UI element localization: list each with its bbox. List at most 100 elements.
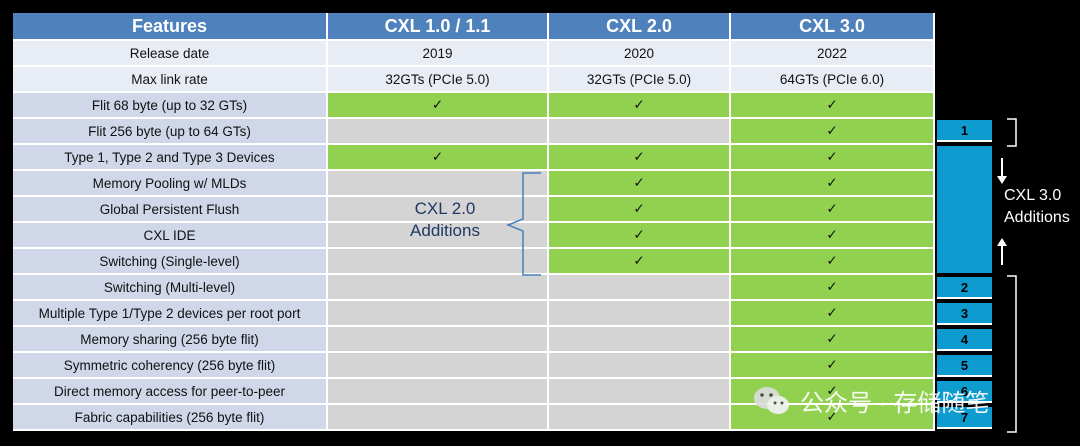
supported-cell: ✓ [731, 145, 935, 171]
feature-row: Multiple Type 1/Type 2 devices per root … [13, 301, 935, 327]
feature-row: CXL IDE ✓ ✓ [13, 223, 935, 249]
check-icon: ✓ [826, 97, 838, 112]
info-row-label: Max link rate [13, 67, 328, 93]
check-icon: ✓ [826, 357, 838, 372]
feature-label: Flit 68 byte (up to 32 GTs) [13, 93, 328, 119]
supported-cell: ✓ [549, 171, 731, 197]
feature-label: CXL IDE [13, 223, 328, 249]
supported-cell: ✓ [549, 197, 731, 223]
feature-label: Memory Pooling w/ MLDs [13, 171, 328, 197]
unsupported-cell [549, 353, 731, 379]
supported-cell: ✓ [549, 93, 731, 119]
check-icon: ✓ [633, 227, 645, 242]
supported-cell: ✓ [731, 405, 935, 431]
supported-cell: ✓ [731, 197, 935, 223]
info-row-value: 32GTs (PCIe 5.0) [549, 67, 731, 93]
badges-2-7-bracket [1007, 275, 1017, 433]
check-icon: ✓ [826, 383, 838, 398]
check-icon: ✓ [633, 201, 645, 216]
unsupported-cell [328, 327, 549, 353]
feature-row: Type 1, Type 2 and Type 3 Devices ✓ ✓ ✓ [13, 145, 935, 171]
supported-cell: ✓ [731, 119, 935, 145]
check-icon: ✓ [826, 201, 838, 216]
watermark: 公众号 · 存储随笔 [752, 383, 989, 418]
unsupported-cell [549, 119, 731, 145]
supported-cell: ✓ [731, 275, 935, 301]
cxl2-label-line2: Additions [410, 221, 480, 240]
check-icon: ✓ [826, 227, 838, 242]
check-icon: ✓ [633, 149, 645, 164]
supported-cell: ✓ [731, 301, 935, 327]
unsupported-cell [549, 275, 731, 301]
supported-cell: ✓ [549, 223, 731, 249]
unsupported-cell [328, 379, 549, 405]
feature-label: Multiple Type 1/Type 2 devices per root … [13, 301, 328, 327]
cxl3-additions-block [937, 146, 992, 273]
cxl3-label-line1: CXL 3.0 [1004, 187, 1062, 204]
header-features: Features [13, 13, 328, 41]
wechat-icon [752, 384, 792, 418]
supported-cell: ✓ [549, 249, 731, 275]
supported-cell: ✓ [731, 249, 935, 275]
info-row-value: 2022 [731, 41, 935, 67]
unsupported-cell [328, 353, 549, 379]
cxl2-label-line1: CXL 2.0 [414, 199, 476, 218]
feature-row: Symmetric coherency (256 byte flit) ✓ [13, 353, 935, 379]
unsupported-cell [549, 379, 731, 405]
unsupported-cell [328, 119, 549, 145]
feature-label: Direct memory access for peer-to-peer [13, 379, 328, 405]
info-row-value: 2019 [328, 41, 549, 67]
supported-cell: ✓ [731, 171, 935, 197]
info-row-value: 32GTs (PCIe 5.0) [328, 67, 549, 93]
supported-cell: ✓ [731, 223, 935, 249]
spec-badge: 1 [937, 120, 992, 142]
watermark-text: 公众号 · 存储随笔 [800, 390, 990, 417]
header-row: Features CXL 1.0 / 1.1 CXL 2.0 CXL 3.0 [13, 13, 935, 41]
feature-label: Type 1, Type 2 and Type 3 Devices [13, 145, 328, 171]
info-row-value: 64GTs (PCIe 6.0) [731, 67, 935, 93]
badge1-bracket [1007, 118, 1017, 147]
down-arrow-icon [997, 176, 1007, 184]
unsupported-cell [549, 405, 731, 431]
unsupported-cell [328, 171, 549, 197]
supported-cell: ✓ [731, 327, 935, 353]
feature-label: Memory sharing (256 byte flit) [13, 327, 328, 353]
feature-label: Switching (Single-level) [13, 249, 328, 275]
feature-label: Fabric capabilities (256 byte flit) [13, 405, 328, 431]
spec-badge: 6 [937, 381, 992, 403]
check-icon: ✓ [826, 305, 838, 320]
check-icon: ✓ [431, 149, 444, 164]
info-row-label: Release date [13, 41, 328, 67]
check-icon: ✓ [431, 97, 444, 112]
info-row-value: 2020 [549, 41, 731, 67]
feature-label: Global Persistent Flush [13, 197, 328, 223]
check-icon: ✓ [826, 279, 838, 294]
feature-row: Flit 68 byte (up to 32 GTs) ✓ ✓ ✓ [13, 93, 935, 119]
unsupported-cell [328, 249, 549, 275]
feature-label: Flit 256 byte (up to 64 GTs) [13, 119, 328, 145]
cxl2-additions-label: CXL 2.0 Additions [393, 198, 497, 242]
check-icon: ✓ [826, 409, 838, 424]
feature-row: Fabric capabilities (256 byte flit) ✓ [13, 405, 935, 431]
feature-row: Memory Pooling w/ MLDs ✓ ✓ [13, 171, 935, 197]
spec-badge: 5 [937, 355, 992, 377]
unsupported-cell [328, 405, 549, 431]
spec-badge: 2 [937, 277, 992, 299]
info-row: Max link rate 32GTs (PCIe 5.0) 32GTs (PCIe… [13, 67, 935, 93]
unsupported-cell [328, 275, 549, 301]
feature-label: Symmetric coherency (256 byte flit) [13, 353, 328, 379]
check-icon: ✓ [633, 175, 645, 190]
supported-cell: ✓ [731, 93, 935, 119]
header-cxl1: CXL 1.0 / 1.1 [328, 13, 549, 41]
check-icon: ✓ [826, 253, 838, 268]
info-row: Release date 2019 2020 2022 [13, 41, 935, 67]
feature-row: Memory sharing (256 byte flit) ✓ [13, 327, 935, 353]
feature-label: Switching (Multi-level) [13, 275, 328, 301]
feature-row: Direct memory access for peer-to-peer ✓ [13, 379, 935, 405]
unsupported-cell [328, 301, 549, 327]
supported-cell: ✓ [328, 145, 549, 171]
check-icon: ✓ [633, 97, 645, 112]
check-icon: ✓ [826, 149, 838, 164]
spec-badge: 4 [937, 329, 992, 351]
